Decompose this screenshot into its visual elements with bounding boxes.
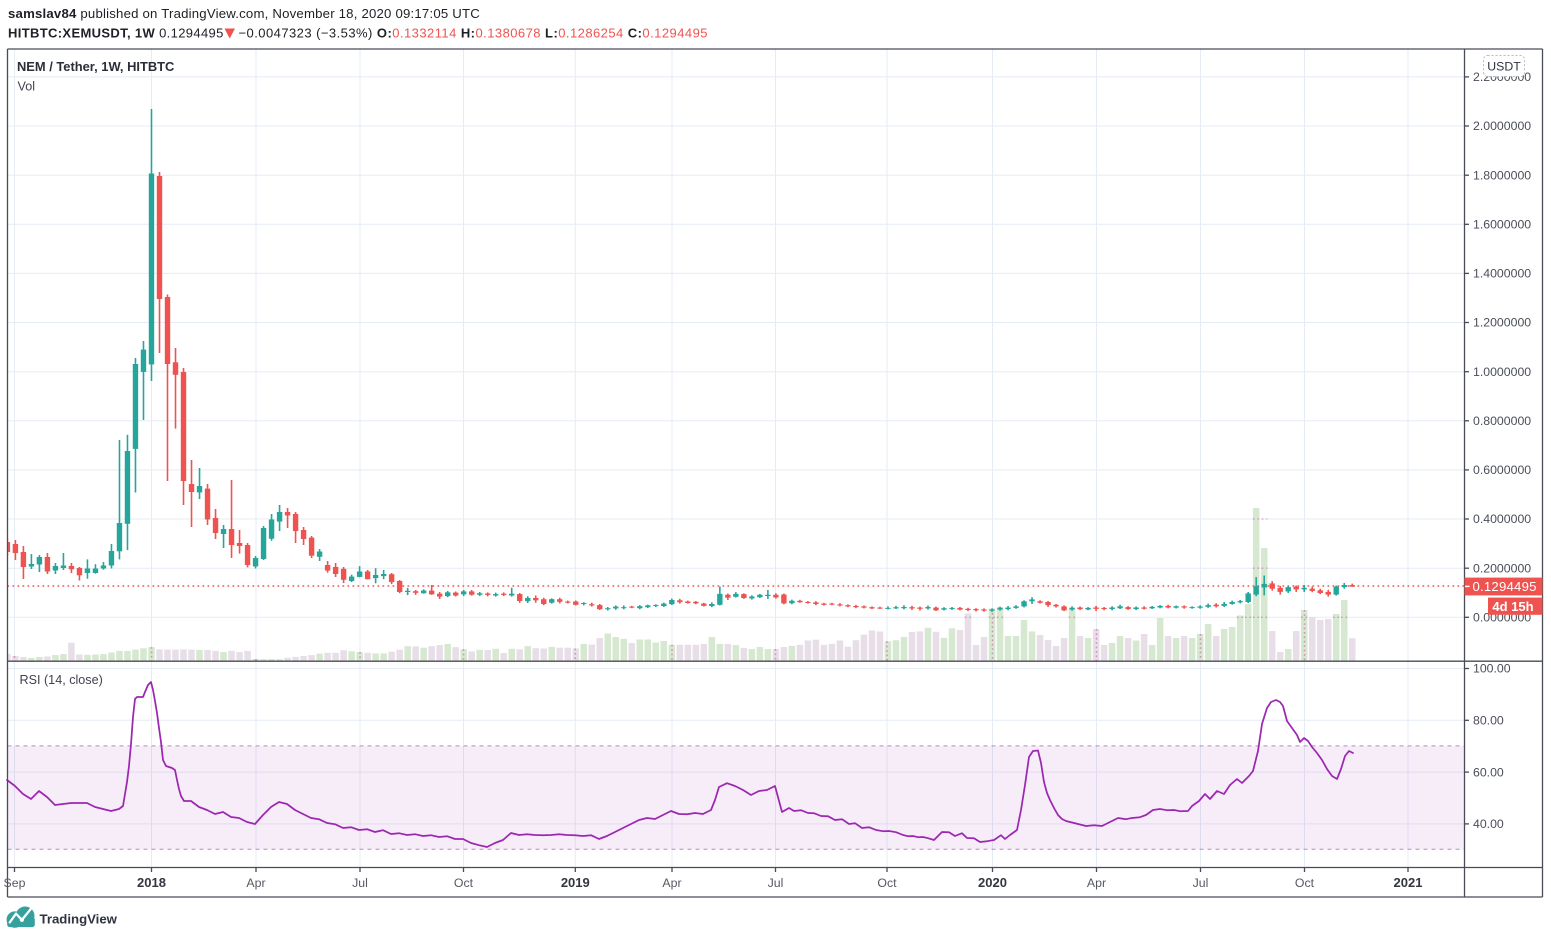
svg-text:0.6000000: 0.6000000	[1473, 463, 1531, 477]
svg-text:RSI (14, close): RSI (14, close)	[20, 673, 103, 687]
svg-text:2018: 2018	[137, 875, 166, 890]
svg-text:−0.0047323 (−3.53%) O:0.133211: −0.0047323 (−3.53%) O:0.1332114 H:0.1380…	[239, 26, 708, 41]
svg-text:60.00: 60.00	[1473, 765, 1504, 779]
svg-text:4d 15h: 4d 15h	[1492, 599, 1533, 614]
svg-text:0.1294495: 0.1294495	[1473, 579, 1537, 594]
svg-text:Apr: Apr	[246, 876, 265, 890]
svg-text:HITBTC:XEMUSDT, 1W 0.1294495: HITBTC:XEMUSDT, 1W 0.1294495	[8, 26, 224, 41]
svg-text:NEM / Tether, 1W, HITBTC: NEM / Tether, 1W, HITBTC	[17, 59, 174, 74]
svg-text:1.4000000: 1.4000000	[1473, 267, 1531, 281]
svg-text:2020: 2020	[978, 875, 1007, 890]
svg-text:1.8000000: 1.8000000	[1473, 168, 1531, 182]
svg-text:Oct: Oct	[877, 876, 897, 890]
svg-text:Sep: Sep	[4, 876, 26, 890]
svg-text:0.8000000: 0.8000000	[1473, 414, 1531, 428]
svg-text:100.00: 100.00	[1473, 662, 1511, 676]
svg-text:0.4000000: 0.4000000	[1473, 512, 1531, 526]
svg-text:80.00: 80.00	[1473, 714, 1504, 728]
svg-text:Vol: Vol	[18, 79, 36, 93]
svg-text:Apr: Apr	[1087, 876, 1106, 890]
svg-text:2021: 2021	[1394, 875, 1423, 890]
svg-text:TradingView: TradingView	[40, 912, 118, 927]
svg-text:samslav84 published on Trading: samslav84 published on TradingView.com, …	[8, 6, 480, 21]
svg-text:0.2000000: 0.2000000	[1473, 561, 1531, 575]
svg-text:40.00: 40.00	[1473, 817, 1504, 831]
svg-text:Jul: Jul	[352, 876, 368, 890]
svg-text:USDT: USDT	[1487, 60, 1521, 74]
svg-text:Jul: Jul	[768, 876, 784, 890]
svg-text:2.0000000: 2.0000000	[1473, 119, 1531, 133]
svg-text:Oct: Oct	[1295, 876, 1315, 890]
svg-text:2019: 2019	[561, 875, 590, 890]
svg-text:1.0000000: 1.0000000	[1473, 365, 1531, 379]
svg-text:1.2000000: 1.2000000	[1473, 316, 1531, 330]
svg-text:Apr: Apr	[662, 876, 681, 890]
svg-text:1.6000000: 1.6000000	[1473, 218, 1531, 232]
svg-text:Jul: Jul	[1193, 876, 1209, 890]
svg-text:Oct: Oct	[454, 876, 474, 890]
